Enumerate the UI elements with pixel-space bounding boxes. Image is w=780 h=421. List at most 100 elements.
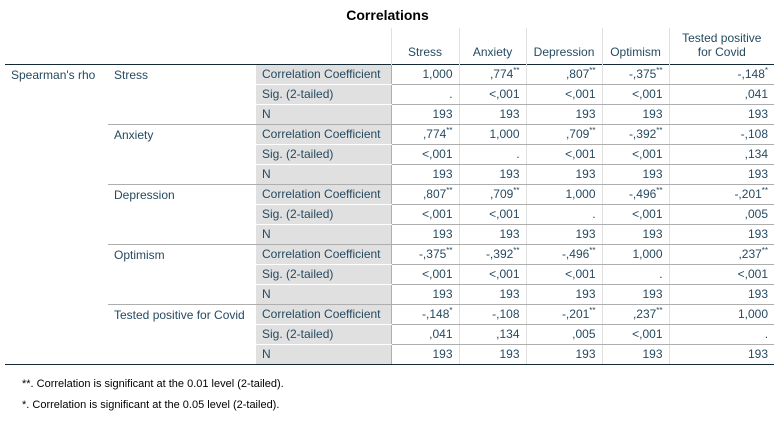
cell-coefficient: ,807**	[525, 64, 603, 85]
coefficient-value: ,709	[565, 127, 590, 141]
stat-label: Sig. (2-tailed)	[256, 324, 392, 345]
coefficient-value: -,496	[561, 247, 590, 261]
coefficient-value: ,774	[422, 127, 447, 141]
cell-coefficient: -,108	[458, 304, 527, 325]
footnote-001: **. Correlation is significant at the 0.…	[22, 378, 284, 390]
cell-significance: <,001	[458, 84, 527, 105]
cell-significance: ,041	[390, 324, 460, 345]
significance-marker: **	[513, 186, 520, 195]
table-row: Depression Correlation Coefficient ,807**,…	[5, 184, 775, 245]
cell-n: 193	[601, 284, 670, 305]
cell-significance: .	[390, 84, 460, 105]
stat-label: N	[256, 344, 392, 365]
cell-significance: ,041	[668, 84, 775, 105]
stat-label: Sig. (2-tailed)	[256, 144, 392, 165]
cell-coefficient: -,148*	[390, 304, 460, 325]
significance-marker: **	[761, 246, 769, 255]
cell-coefficient: -,392**	[458, 244, 527, 265]
cell-significance: .	[458, 144, 527, 165]
cell-significance: <,001	[601, 84, 670, 105]
significance-marker: **	[656, 306, 663, 315]
cell-significance: .	[668, 324, 775, 345]
cell-significance: <,001	[525, 264, 603, 285]
significance-marker: **	[446, 126, 453, 135]
row-variable: Stress	[108, 64, 256, 125]
method-label: Spearman's rho	[5, 64, 108, 365]
cell-n: 193	[525, 104, 603, 125]
cell-coefficient: 1,000	[601, 244, 670, 265]
table-row: N 193 193 193 193 193	[5, 224, 775, 245]
stat-label: N	[256, 224, 392, 245]
stat-label: N	[256, 104, 392, 125]
significance-marker: *	[449, 306, 453, 315]
cell-coefficient: ,807**	[390, 184, 460, 205]
table-row: Spearman's rho Stress Correlation Coeffici…	[5, 64, 775, 365]
column-header: Stress	[390, 28, 460, 64]
coefficient-value: -,108	[492, 307, 520, 321]
coefficient-value: -,148	[737, 67, 765, 81]
row-variable: Tested positive for Covid	[108, 304, 256, 365]
cell-n: 193	[601, 104, 670, 125]
stat-label: Sig. (2-tailed)	[256, 84, 392, 105]
cell-n: 193	[458, 164, 527, 185]
cell-significance: <,001	[525, 84, 603, 105]
coefficient-value: -,496	[628, 187, 657, 201]
cell-n: 193	[458, 344, 527, 365]
cell-coefficient: 1,000	[458, 124, 527, 145]
cell-n: 193	[601, 344, 670, 365]
cell-n: 193	[390, 344, 460, 365]
coefficient-value: -,392	[628, 127, 657, 141]
header-row: Stress Anxiety Depression Optimism Tested po…	[5, 28, 775, 64]
significance-marker: **	[513, 246, 520, 255]
cell-n: 193	[525, 284, 603, 305]
table-row: Sig. (2-tailed) <,001 <,001. <,001,005	[5, 204, 775, 225]
cell-coefficient: ,774**	[458, 64, 527, 85]
table-title: Correlations	[346, 7, 429, 23]
significance-marker: **	[589, 66, 596, 75]
significance-marker: *	[764, 66, 769, 75]
cell-coefficient: -,375**	[601, 64, 670, 85]
column-header: Tested positive for Covid	[668, 28, 775, 64]
cell-significance: <,001	[458, 204, 527, 225]
cell-coefficient: ,237**	[601, 304, 670, 325]
significance-marker: **	[656, 66, 663, 75]
cell-significance: <,001	[390, 264, 460, 285]
cell-n: 193	[458, 224, 527, 245]
coefficient-value: ,774	[489, 67, 514, 81]
cell-significance: <,001	[668, 264, 775, 285]
cell-coefficient: -,392**	[601, 124, 670, 145]
row-variable: Anxiety	[108, 124, 256, 185]
row-variable: Optimism	[108, 244, 256, 305]
cell-n: 193	[668, 224, 775, 245]
cell-n: 193	[525, 344, 603, 365]
cell-n: 193	[525, 224, 603, 245]
cell-coefficient: 1,000	[668, 304, 775, 325]
cell-significance: <,001	[525, 144, 603, 165]
cell-n: 193	[668, 344, 775, 365]
coefficient-value: ,237	[738, 247, 762, 261]
coefficient-value: 1,000	[422, 67, 453, 81]
table-row: Sig. (2-tailed). <,001 <,001 <,001,041	[5, 84, 775, 105]
cell-coefficient: -,201**	[525, 304, 603, 325]
table-row: N 193 193 193 193 193	[5, 284, 775, 305]
significance-marker: **	[656, 126, 663, 135]
coefficient-value: 1,000	[632, 247, 663, 261]
cell-n: 193	[601, 224, 670, 245]
significance-marker: **	[446, 186, 453, 195]
cell-coefficient: 1,000	[390, 64, 460, 85]
cell-significance: .	[525, 204, 603, 225]
cell-coefficient: -,375**	[390, 244, 460, 265]
cell-coefficient: -,201**	[668, 184, 775, 205]
cell-significance: <,001	[601, 204, 670, 225]
cell-n: 193	[668, 104, 775, 125]
stat-label: N	[256, 164, 392, 185]
cell-coefficient: ,709**	[458, 184, 527, 205]
row-variable: Depression	[108, 184, 256, 245]
coefficient-value: -,148	[422, 307, 450, 321]
coefficient-value: -,375	[628, 67, 657, 81]
table-row: Optimism Correlation Coefficient -,375** -,…	[5, 244, 775, 305]
cell-n: 193	[668, 284, 775, 305]
coefficient-value: ,709	[489, 187, 514, 201]
cell-significance: <,001	[390, 204, 460, 225]
cell-significance: ,134	[668, 144, 775, 165]
